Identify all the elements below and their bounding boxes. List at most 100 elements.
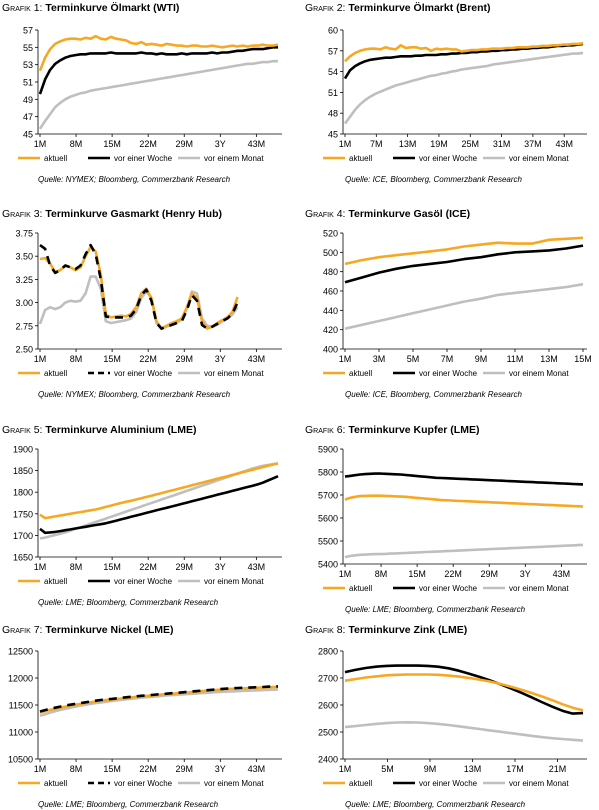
x-tick-label: 22M (139, 139, 157, 149)
x-tick-label: 29M (175, 562, 193, 572)
legend-label: vor einer Woche (114, 154, 173, 163)
chart-source: Quelle: ICE, Bloomberg, Commerzbank Rese… (345, 175, 523, 184)
chart-title-text: Terminkurve Zink (LME) (348, 624, 467, 636)
y-tick-label: 2800 (318, 647, 338, 657)
x-tick-label: 7M (441, 354, 454, 364)
series-line-2 (343, 42, 584, 80)
series-line-1 (38, 34, 279, 72)
y-tick-label: 55 (23, 43, 33, 53)
series-line-3 (344, 282, 584, 330)
series-line-2 (344, 472, 584, 486)
x-tick-label: 3Y (215, 764, 226, 774)
chart-title: Grafik 7: Terminkurve Nickel (LME) (2, 624, 174, 636)
x-tick-label: 13M (399, 139, 417, 149)
y-tick-label: 5700 (318, 491, 338, 501)
chart-2: Grafik 2: Terminkurve Ölmarkt (Brent) 45 4… (305, 1, 587, 184)
x-tick-label: 29M (175, 764, 193, 774)
y-tick-label: 440 (323, 306, 338, 316)
x-tick-label: 1M (34, 562, 47, 572)
x-tick-label: 43M (553, 569, 571, 579)
chart-title: Grafik 3: Terminkurve Gasmarkt (Henry Hu… (2, 208, 222, 220)
x-tick-label: 15M (103, 764, 121, 774)
x-tick-label: 13M (540, 354, 558, 364)
x-tick-label: 25M (462, 139, 480, 149)
x-tick-label: 1M (34, 354, 47, 364)
y-tick-label: 5800 (318, 468, 338, 478)
y-tick-label: 2.75 (15, 321, 33, 331)
x-tick-label: 22M (444, 569, 462, 579)
y-tick-label: 400 (323, 345, 338, 355)
y-tick-label: 51 (328, 88, 338, 98)
x-tick-label: 43M (248, 562, 266, 572)
y-tick-label: 520 (323, 229, 338, 239)
x-tick-label: 11M (507, 354, 524, 364)
x-tick-label: 19M (430, 139, 448, 149)
x-tick-label: 37M (524, 139, 542, 149)
y-tick-label: 460 (323, 287, 338, 297)
chart-title: Grafik 1: Terminkurve Ölmarkt (WTI) (2, 1, 179, 14)
legend-label: aktuell (349, 779, 372, 788)
y-tick-label: 3.00 (15, 298, 33, 308)
legend-label: vor einem Monat (509, 369, 569, 378)
chart-4: Grafik 4: Terminkurve Gasöl (ICE) 400 420 4… (305, 208, 592, 399)
legend-label: aktuell (349, 584, 372, 593)
x-tick-label: 8M (375, 569, 388, 579)
chart-6: Grafik 6: Terminkurve Kupfer (LME) 5400 55… (305, 424, 587, 614)
x-tick-label: 43M (555, 139, 573, 149)
series-line-1 (39, 462, 279, 520)
x-tick-label: 5M (407, 354, 420, 364)
x-tick-label: 8M (70, 764, 83, 774)
chart-title-text: Terminkurve Kupfer (LME) (348, 424, 479, 436)
x-tick-label: 43M (248, 764, 266, 774)
series-line-2 (39, 685, 279, 713)
series-line-2 (344, 664, 584, 715)
legend-label: aktuell (44, 369, 67, 378)
legend-label: vor einer Woche (114, 577, 173, 586)
x-tick-label: 29M (175, 354, 193, 364)
legend-label: vor einem Monat (204, 369, 264, 378)
y-tick-label: 1850 (13, 466, 33, 476)
y-tick-label: 3.50 (15, 252, 33, 262)
y-tick-label: 5500 (318, 537, 338, 547)
chart-source: Quelle: NYMEX; Bloomberg, Commerzbank Re… (38, 175, 231, 184)
legend-label: vor einer Woche (419, 369, 478, 378)
series-line-3 (343, 51, 584, 125)
x-tick-label: 1M (339, 354, 352, 364)
x-tick-label: 7M (370, 139, 383, 149)
legend-label: aktuell (349, 369, 372, 378)
y-tick-label: 57 (23, 26, 33, 36)
y-tick-label: 57 (328, 46, 338, 56)
chart-5: Grafik 5: Terminkurve Aluminium (LME) 165… (2, 424, 282, 607)
x-tick-label: 3M (373, 354, 386, 364)
x-tick-label: 22M (139, 562, 157, 572)
y-tick-label: 2500 (318, 728, 338, 738)
x-tick-label: 3Y (520, 569, 531, 579)
x-tick-label: 21M (549, 764, 567, 774)
series-line-1 (344, 41, 584, 63)
y-tick-label: 5600 (318, 514, 338, 524)
series-line-3 (344, 720, 584, 742)
x-tick-label: 15M (103, 562, 121, 572)
series-line-3 (39, 688, 279, 718)
x-tick-label: 22M (139, 354, 157, 364)
x-tick-label: 29M (175, 139, 193, 149)
legend-label: vor einer Woche (419, 154, 478, 163)
y-tick-label: 49 (23, 95, 33, 105)
legend-label: vor einem Monat (509, 779, 569, 788)
x-tick-label: 9M (424, 764, 437, 774)
legend-label: aktuell (44, 779, 67, 788)
chart-source: Quelle: LME; Bloomberg, Commerzbank Rese… (345, 605, 526, 614)
x-tick-label: 1M (339, 764, 352, 774)
y-tick-label: 2.50 (15, 345, 33, 355)
x-tick-label: 1M (339, 139, 352, 149)
chart-source: Quelle: ICE, Bloomberg, Commerzbank Rese… (345, 390, 523, 399)
chart-title-text: Terminkurve Ölmarkt (WTI) (45, 1, 179, 14)
chart-title-text: Terminkurve Gasmarkt (Henry Hub) (45, 208, 222, 220)
y-tick-label: 45 (328, 130, 338, 140)
y-tick-label: 11000 (9, 728, 33, 738)
y-tick-label: 3.75 (15, 229, 33, 239)
y-tick-label: 3.25 (15, 275, 33, 285)
x-tick-label: 1M (339, 569, 352, 579)
chart-title: Grafik 6: Terminkurve Kupfer (LME) (305, 424, 479, 436)
